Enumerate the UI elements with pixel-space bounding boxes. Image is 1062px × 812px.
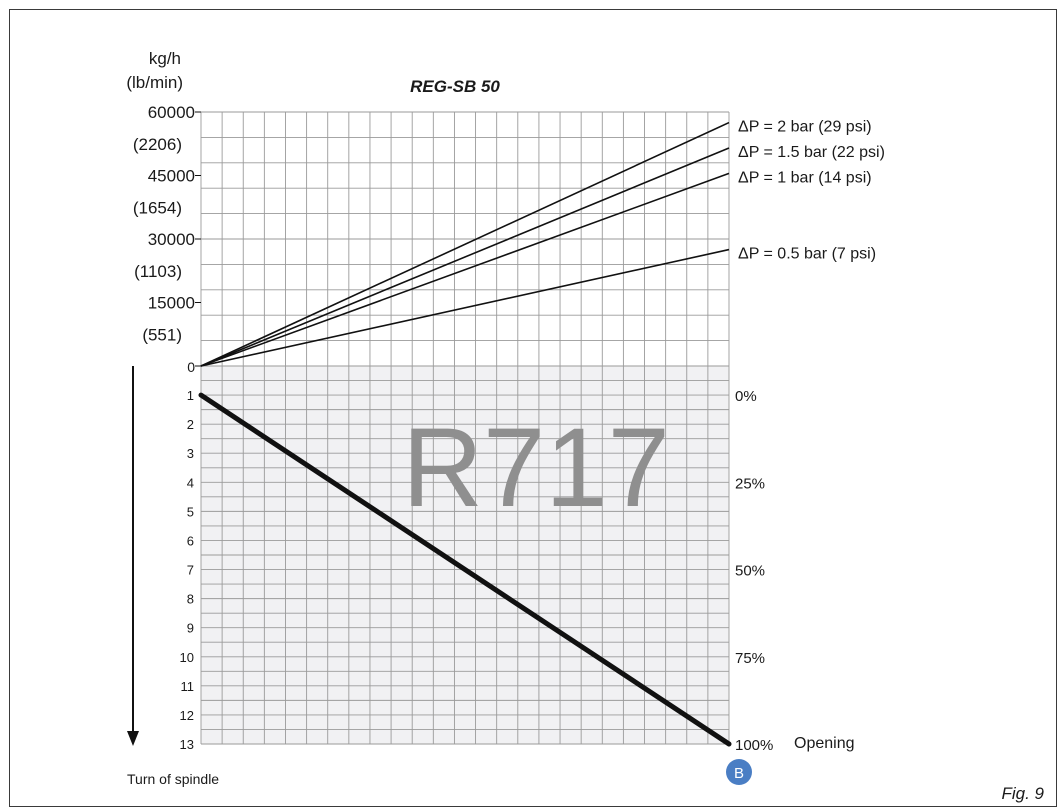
y-unit-kgh: kg/h [149,49,181,68]
turn-tick-label: 10 [180,650,194,665]
opening-label: 25% [735,475,765,492]
y-tick-sublabel: (1103) [134,262,182,281]
y-unit-lbmin: (lb/min) [126,73,183,92]
y-tick-label: 30000 [148,230,195,249]
y-tick-sublabel: (2206) [133,135,182,154]
opening-labels: 0% 25% 50% 75% 100% [735,388,773,754]
turn-tick-label: 13 [180,737,194,752]
turn-tick-label: 8 [187,592,194,607]
flow-series-label-4: ΔP = 0.5 bar (7 psi) [738,246,876,263]
turn-tick-label: 1 [187,388,194,403]
flow-series-line-4 [200,248,730,367]
flow-series-line-3 [200,172,730,367]
turn-axis-label: Turn of spindle [127,771,219,787]
opening-axis-label: Opening [794,735,855,752]
turn-tick-label: 12 [180,708,194,723]
flow-series-label-3: ΔP = 1 bar (14 psi) [738,169,872,186]
turn-tick-label: 3 [187,446,194,461]
flow-series-label-2: ΔP = 1.5 bar (22 psi) [738,144,885,161]
marker-b-label: B [734,765,744,782]
flow-series-line-2 [200,147,730,367]
y-tick-sublabel: (551) [142,325,182,344]
turn-axis-arrowhead [127,731,139,746]
y-tick-label: 60000 [148,103,195,122]
y-tick-label: 15000 [148,294,195,313]
turn-tick-label: 7 [187,563,194,578]
chart-title: REG-SB 50 [410,77,500,96]
opening-line [198,392,732,747]
flow-lines [200,121,730,367]
turn-tick-label: 11 [181,679,195,694]
figure-frame [9,9,1057,807]
y-tick-label: 45000 [148,167,195,186]
turn-tick-label: 4 [187,475,194,490]
marker-b-circle [726,759,752,785]
turn-tick-label: 9 [187,621,194,636]
flow-legend-labels: ΔP = 2 bar (29 psi) ΔP = 1.5 bar (22 psi)… [738,119,885,263]
turn-tick-label: 6 [187,533,194,548]
opening-label: 50% [735,563,765,580]
turn-tick-label: 2 [187,417,194,432]
opening-label: 75% [735,650,765,667]
y-tick-sublabel: (1654) [133,198,182,217]
chart-grid [200,111,730,745]
opening-curve [198,392,732,747]
flow-series-label-1: ΔP = 2 bar (29 psi) [738,119,872,136]
opening-label: 100% [735,737,773,754]
y-tick-label: 0 [187,359,195,375]
flow-axis-labels: 60000 (2206) 45000 (1654) 30000 (1103) 15000 (5… [133,103,201,375]
opening-label: 0% [735,388,757,405]
watermark-text: R717 [402,405,670,530]
turn-tick-label: 5 [187,504,194,519]
figure-caption: Fig. 9 [1001,784,1044,803]
flow-series-line-1 [200,121,730,367]
